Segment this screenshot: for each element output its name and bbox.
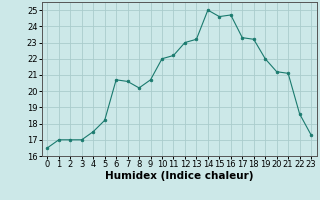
X-axis label: Humidex (Indice chaleur): Humidex (Indice chaleur) (105, 171, 253, 181)
